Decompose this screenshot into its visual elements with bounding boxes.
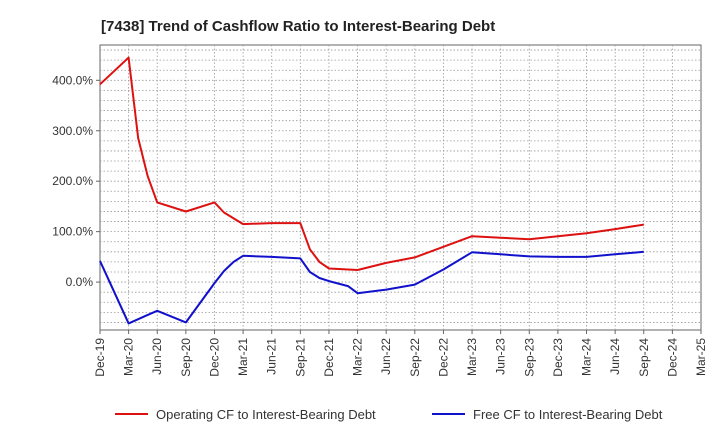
series-lines [99, 56, 644, 325]
x-tick-label: Jun-23 [494, 338, 508, 375]
y-tick-label: 100.0% [52, 225, 93, 239]
plot-frame [99, 44, 702, 331]
series-line-1 [99, 56, 644, 271]
x-tick-label: Sep-24 [637, 338, 651, 377]
legend-label-1: Operating CF to Interest-Bearing Debt [156, 407, 376, 422]
x-tick-label: Dec-19 [93, 338, 107, 377]
y-tick-label: 300.0% [52, 124, 93, 138]
x-tick-label: Jun-21 [265, 338, 279, 375]
x-tick-label: Dec-21 [322, 338, 336, 377]
x-tick-label: Sep-23 [522, 338, 536, 377]
x-tick-label: Mar-20 [122, 338, 136, 376]
x-tick-label: Jun-22 [379, 338, 393, 375]
x-tick-label: Mar-21 [236, 338, 250, 376]
y-tick-label: 200.0% [52, 174, 93, 188]
series-line-2 [99, 250, 644, 325]
x-tick-label: Dec-23 [551, 338, 565, 377]
y-tick-label: 400.0% [52, 73, 93, 87]
x-tick-label: Mar-22 [351, 338, 365, 376]
y-axis-ticks: 0.0% 100.0% 200.0% 300.0% 400.0% [52, 73, 100, 289]
x-tick-label: Sep-21 [293, 338, 307, 377]
grid-lines [100, 45, 701, 330]
chart-title: [7438] Trend of Cashflow Ratio to Intere… [101, 18, 495, 35]
x-tick-label: Dec-22 [436, 338, 450, 377]
x-axis-ticks: Dec-19 Mar-20 Jun-20 Sep-20 Dec-20 Mar-21 Jun-… [93, 330, 708, 377]
legend: Operating CF to Interest-Bearing Debt Fre… [115, 407, 663, 422]
x-tick-label: Mar-24 [580, 338, 594, 376]
legend-label-2: Free CF to Interest-Bearing Debt [473, 407, 663, 422]
x-tick-label: Jun-24 [608, 338, 622, 375]
x-tick-label: Jun-20 [150, 338, 164, 375]
x-tick-label: Mar-23 [465, 338, 479, 376]
x-tick-label: Sep-20 [179, 338, 193, 377]
x-tick-label: Dec-20 [207, 338, 221, 377]
x-tick-label: Dec-24 [665, 338, 679, 377]
x-tick-label: Sep-22 [408, 338, 422, 377]
x-tick-label: Mar-25 [694, 338, 708, 376]
y-tick-label: 0.0% [66, 275, 94, 289]
